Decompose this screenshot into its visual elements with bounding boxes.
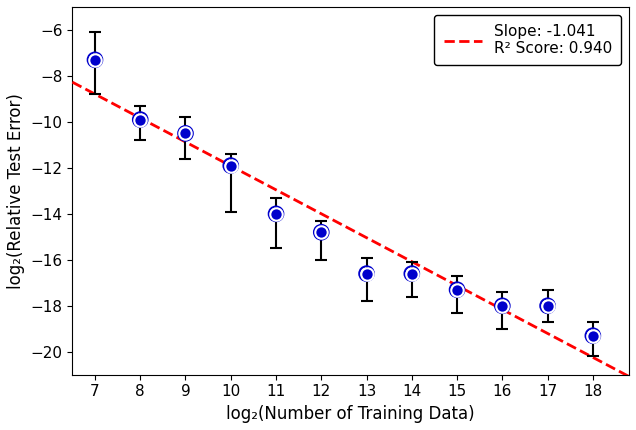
Point [316, 229, 326, 236]
Point [226, 162, 236, 169]
Slope: -1.041
R² Score: 0.940: (18.8, -21.1): -1.041 R² Score: 0.940: (18.8, -21.1) [625, 374, 633, 379]
Point [497, 302, 508, 309]
Point [588, 332, 598, 339]
Point [316, 229, 326, 236]
Slope: -1.041
R² Score: 0.940: (13.8, -15.9): -1.041 R² Score: 0.940: (13.8, -15.9) [398, 254, 406, 259]
Point [90, 56, 100, 63]
Point [361, 270, 371, 277]
Point [135, 116, 146, 123]
Slope: -1.041
R² Score: 0.940: (16.9, -19.1): -1.041 R² Score: 0.940: (16.9, -19.1) [537, 328, 545, 333]
Slope: -1.041
R² Score: 0.940: (13.8, -15.9): -1.041 R² Score: 0.940: (13.8, -15.9) [400, 255, 408, 260]
Point [452, 286, 462, 293]
Point [543, 302, 553, 309]
Line: Slope: -1.041
R² Score: 0.940: Slope: -1.041 R² Score: 0.940 [73, 82, 629, 377]
Slope: -1.041
R² Score: 0.940: (6.54, -8.31): -1.041 R² Score: 0.940: (6.54, -8.31) [71, 80, 78, 86]
Point [135, 116, 146, 123]
Point [406, 270, 417, 277]
Point [271, 210, 281, 217]
Y-axis label: log₂(Relative Test Error): log₂(Relative Test Error) [7, 93, 25, 289]
Point [497, 302, 508, 309]
Slope: -1.041
R² Score: 0.940: (14, -16.1): -1.041 R² Score: 0.940: (14, -16.1) [409, 260, 417, 265]
Legend: Slope: -1.041
R² Score: 0.940: Slope: -1.041 R² Score: 0.940 [434, 15, 621, 65]
Point [588, 332, 598, 339]
Point [452, 286, 462, 293]
Slope: -1.041
R² Score: 0.940: (6.5, -8.27): -1.041 R² Score: 0.940: (6.5, -8.27) [69, 80, 76, 85]
Point [226, 162, 236, 169]
Point [181, 130, 191, 137]
Point [406, 270, 417, 277]
X-axis label: log₂(Number of Training Data): log₂(Number of Training Data) [226, 405, 475, 423]
Point [361, 270, 371, 277]
Slope: -1.041
R² Score: 0.940: (17.6, -19.9): -1.041 R² Score: 0.940: (17.6, -19.9) [573, 346, 581, 351]
Point [271, 210, 281, 217]
Point [543, 302, 553, 309]
Point [90, 56, 100, 63]
Point [181, 130, 191, 137]
